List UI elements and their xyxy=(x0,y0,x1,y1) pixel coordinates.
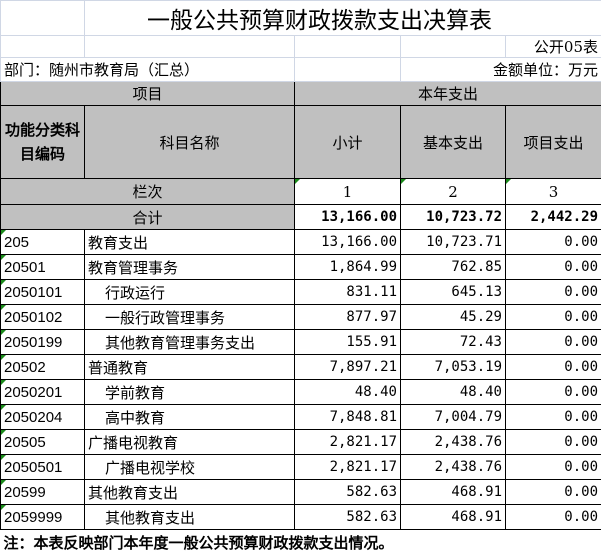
row-project: 0.00 xyxy=(506,305,601,330)
column-index-label: 栏次 xyxy=(1,179,295,205)
sheet-title: 一般公共预算财政拨款支出决算表 xyxy=(85,1,601,36)
row-basic: 45.29 xyxy=(401,305,506,330)
header-project-expense: 项目支出 xyxy=(506,106,601,179)
row-name: 其他教育管理事务支出 xyxy=(85,330,295,355)
row-basic: 645.13 xyxy=(401,280,506,305)
row-name: 其他教育支出 xyxy=(85,480,295,505)
row-subtotal: 582.63 xyxy=(295,480,401,505)
header-project: 项目 xyxy=(1,82,295,106)
row-name: 普通教育 xyxy=(85,355,295,380)
total-subtotal: 13,166.00 xyxy=(295,205,401,230)
header-code: 功能分类科目编码 xyxy=(1,106,85,179)
total-basic: 10,723.72 xyxy=(401,205,506,230)
row-subtotal: 2,821.17 xyxy=(295,455,401,480)
department-label: 部门：随州市教育局（汇总） xyxy=(1,58,295,82)
row-code: 20502 xyxy=(1,355,85,380)
row-basic: 2,438.76 xyxy=(401,430,506,455)
row-basic: 762.85 xyxy=(401,255,506,280)
row-name: 广播电视教育 xyxy=(85,430,295,455)
row-project: 0.00 xyxy=(506,455,601,480)
row-code: 2059999 xyxy=(1,505,85,530)
row-basic: 10,723.71 xyxy=(401,230,506,255)
row-project: 0.00 xyxy=(506,480,601,505)
row-name: 教育支出 xyxy=(85,230,295,255)
row-code: 20501 xyxy=(1,255,85,280)
row-basic: 7,053.19 xyxy=(401,355,506,380)
row-code: 2050204 xyxy=(1,405,85,430)
header-subtotal: 小计 xyxy=(295,106,401,179)
row-code: 205 xyxy=(1,230,85,255)
row-code: 2050101 xyxy=(1,280,85,305)
header-basic: 基本支出 xyxy=(401,106,506,179)
row-code: 20599 xyxy=(1,480,85,505)
row-project: 0.00 xyxy=(506,330,601,355)
row-subtotal: 155.91 xyxy=(295,330,401,355)
total-label: 合计 xyxy=(1,205,295,230)
row-subtotal: 48.40 xyxy=(295,380,401,405)
row-code: 2050501 xyxy=(1,455,85,480)
row-basic: 2,438.76 xyxy=(401,455,506,480)
unit-label: 金额单位：万元 xyxy=(401,58,601,82)
row-name: 行政运行 xyxy=(85,280,295,305)
row-name: 高中教育 xyxy=(85,405,295,430)
row-subtotal: 2,821.17 xyxy=(295,430,401,455)
row-subtotal: 7,848.81 xyxy=(295,405,401,430)
row-subtotal: 831.11 xyxy=(295,280,401,305)
row-subtotal: 582.63 xyxy=(295,505,401,530)
row-basic: 72.43 xyxy=(401,330,506,355)
form-number: 公开05表 xyxy=(506,36,601,58)
column-index-1: 1 xyxy=(295,179,401,205)
row-subtotal: 13,166.00 xyxy=(295,230,401,255)
row-name: 其他教育支出 xyxy=(85,505,295,530)
footnote: 注：本表反映部门本年度一般公共预算财政拨款支出情况。 xyxy=(1,530,601,554)
column-index-3: 3 xyxy=(506,179,601,205)
row-code: 2050199 xyxy=(1,330,85,355)
row-project: 0.00 xyxy=(506,255,601,280)
row-name: 广播电视学校 xyxy=(85,455,295,480)
row-basic: 468.91 xyxy=(401,480,506,505)
header-name: 科目名称 xyxy=(85,106,295,179)
row-basic: 7,004.79 xyxy=(401,405,506,430)
row-name: 教育管理事务 xyxy=(85,255,295,280)
row-subtotal: 1,864.99 xyxy=(295,255,401,280)
row-project: 0.00 xyxy=(506,355,601,380)
row-code: 2050201 xyxy=(1,380,85,405)
row-code: 20505 xyxy=(1,430,85,455)
row-subtotal: 7,897.21 xyxy=(295,355,401,380)
row-project: 0.00 xyxy=(506,505,601,530)
row-project: 0.00 xyxy=(506,405,601,430)
row-name: 学前教育 xyxy=(85,380,295,405)
header-year-expense: 本年支出 xyxy=(295,82,601,106)
row-project: 0.00 xyxy=(506,230,601,255)
row-project: 0.00 xyxy=(506,430,601,455)
row-subtotal: 877.97 xyxy=(295,305,401,330)
row-name: 一般行政管理事务 xyxy=(85,305,295,330)
row-basic: 468.91 xyxy=(401,505,506,530)
total-project: 2,442.29 xyxy=(506,205,601,230)
row-project: 0.00 xyxy=(506,280,601,305)
row-code: 2050102 xyxy=(1,305,85,330)
row-project: 0.00 xyxy=(506,380,601,405)
row-basic: 48.40 xyxy=(401,380,506,405)
column-index-2: 2 xyxy=(401,179,506,205)
